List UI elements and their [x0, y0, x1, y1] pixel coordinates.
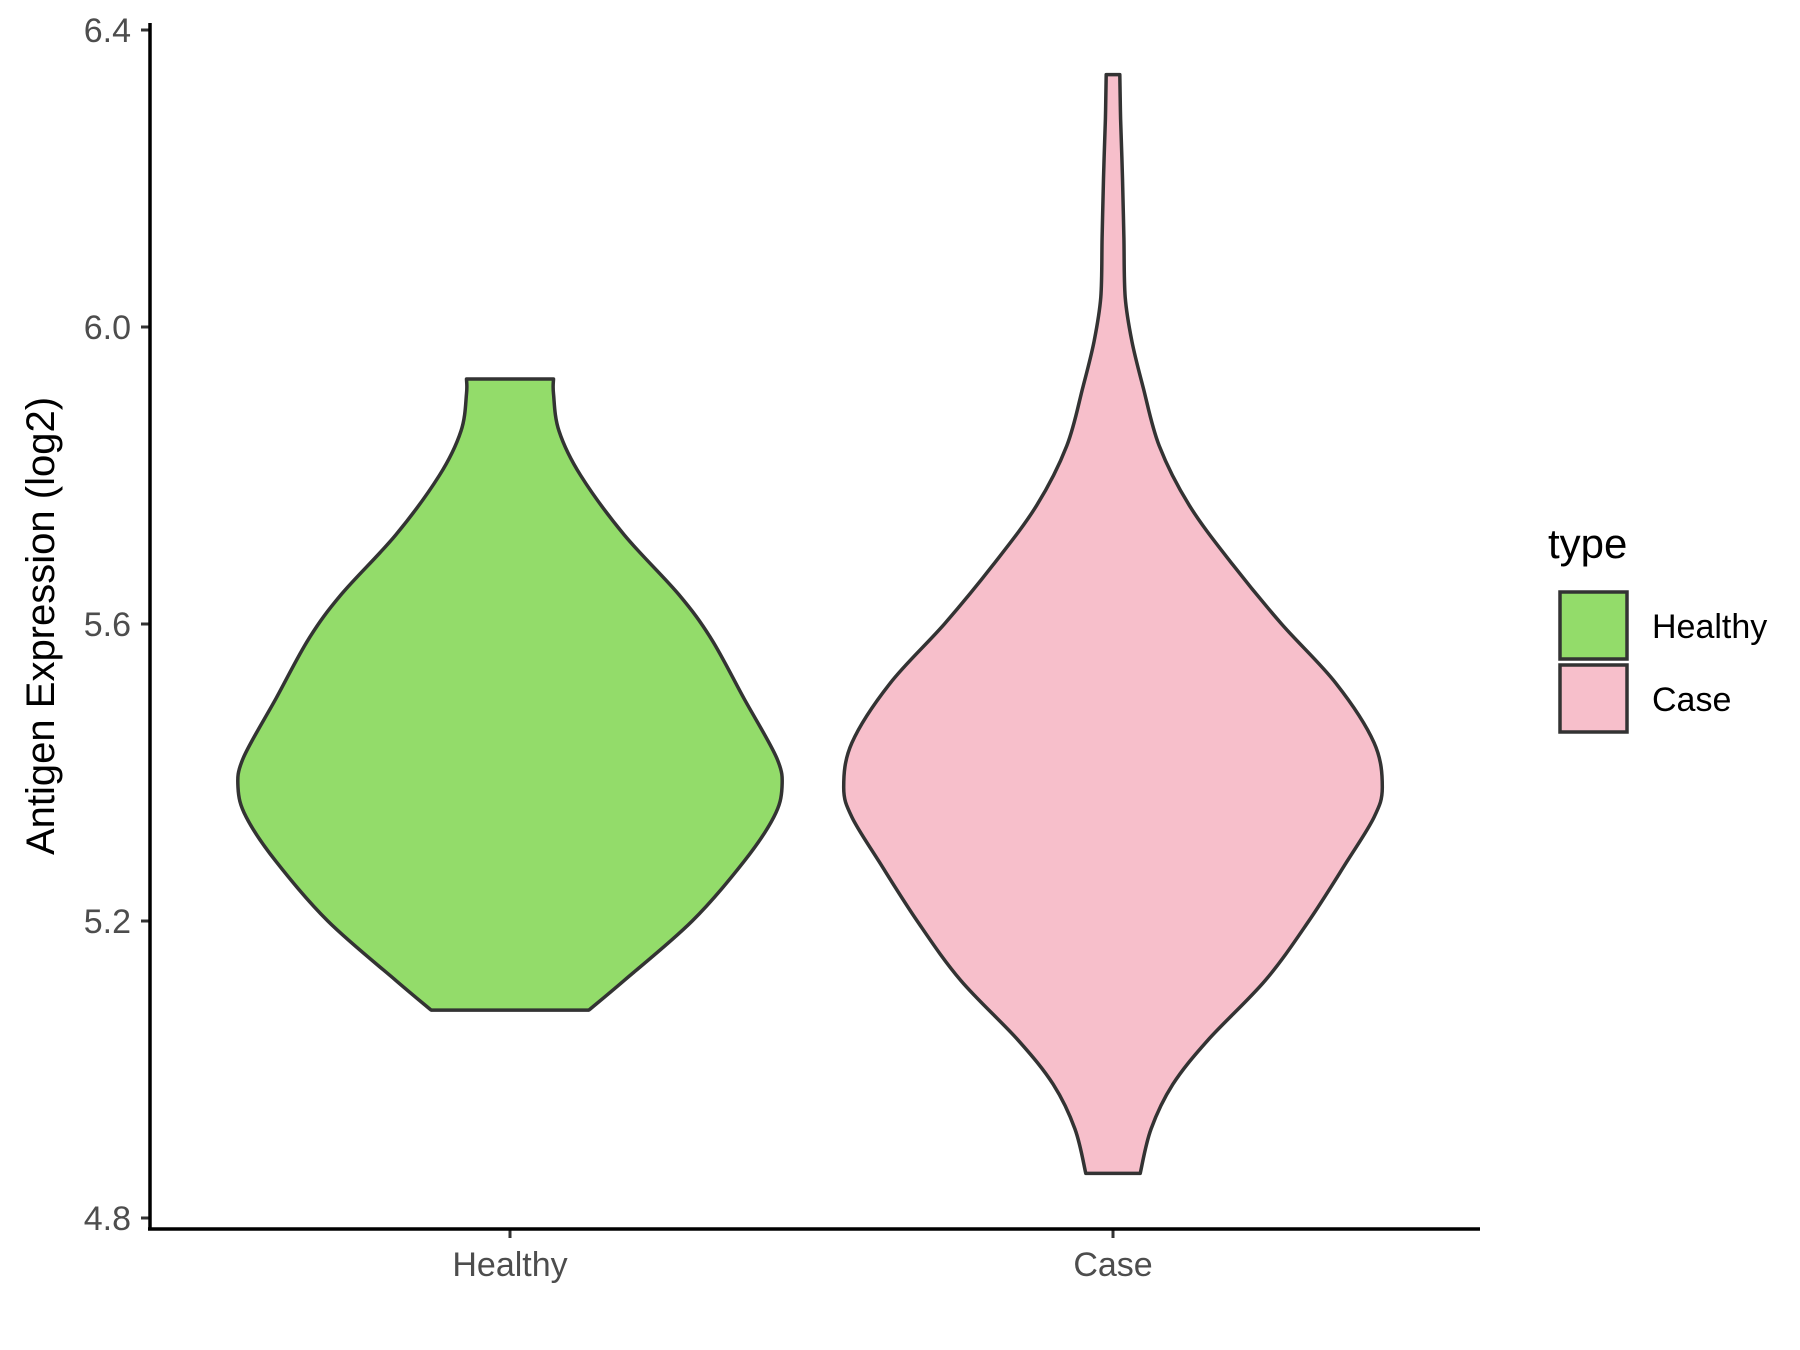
y-axis-title: Antigen Expression (log2) — [19, 397, 63, 855]
y-tick-label: 6.0 — [84, 309, 131, 347]
y-tick-label: 6.4 — [84, 12, 131, 50]
x-tick-label: Case — [1073, 1246, 1152, 1284]
legend: type Healthy Case — [1548, 520, 1767, 734]
legend-label-healthy: Healthy — [1652, 608, 1767, 646]
y-tick-label: 5.6 — [84, 606, 131, 644]
x-tick-label: Healthy — [452, 1246, 567, 1284]
legend-swatch-healthy — [1558, 590, 1629, 661]
legend-items: Healthy Case — [1558, 590, 1767, 734]
legend-swatch-case — [1558, 663, 1629, 734]
violin-healthy — [235, 377, 785, 1012]
y-tick-label: 4.8 — [84, 1200, 131, 1238]
violin-case — [841, 72, 1385, 1176]
violin-layer — [235, 72, 1385, 1176]
x-axis-ticks: Healthy Case — [452, 1229, 1153, 1284]
y-tick-label: 5.2 — [84, 903, 131, 941]
y-axis-ticks: 4.8 5.2 5.6 6.0 6.4 — [84, 12, 150, 1238]
legend-title: type — [1548, 520, 1627, 567]
legend-label-case: Case — [1652, 681, 1731, 719]
